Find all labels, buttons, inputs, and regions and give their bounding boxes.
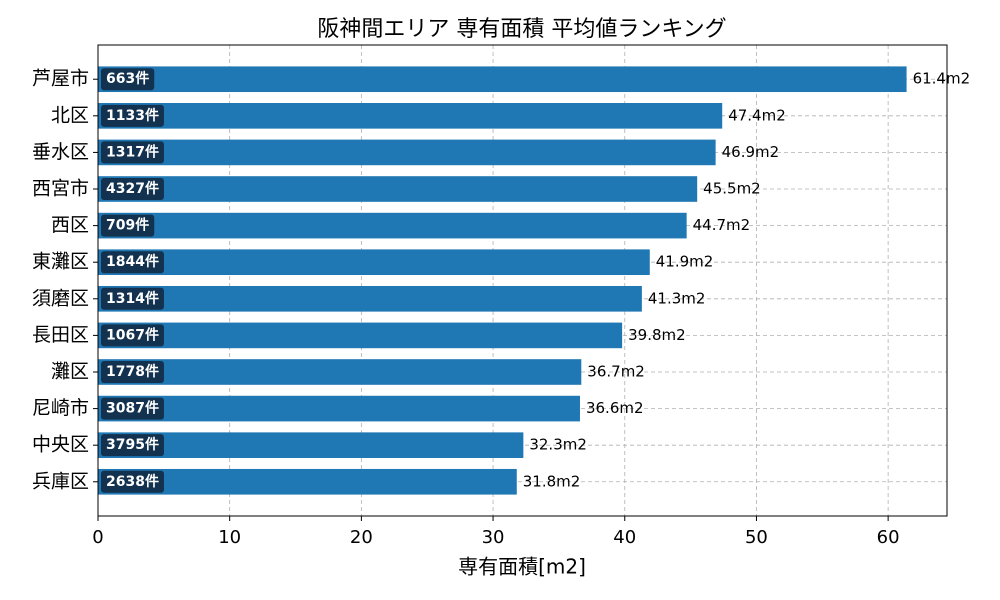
value-label: 47.4m2 [728, 106, 786, 124]
count-badge [101, 178, 164, 201]
bar [98, 285, 642, 312]
count-label: 4327件 [106, 180, 159, 197]
count-label: 3795件 [106, 436, 159, 453]
count-label: 1067件 [106, 326, 159, 343]
y-tick-label: 須磨区 [32, 287, 89, 309]
count-label: 663件 [106, 70, 149, 87]
x-tick-label: 30 [482, 527, 505, 548]
bar [98, 322, 623, 349]
chart-title: 阪神間エリア 専有面積 平均値ランキング [317, 17, 726, 42]
bar [98, 176, 698, 202]
x-tick-label: 50 [745, 527, 768, 548]
y-tick-label: 尼崎市 [32, 397, 89, 419]
y-tick-label: 灘区 [51, 360, 89, 382]
y-tick-label: 兵庫区 [32, 470, 89, 492]
y-tick-label: 東灘区 [32, 251, 89, 273]
value-label: 39.8m2 [628, 326, 686, 344]
value-label: 41.3m2 [648, 289, 706, 307]
count-badge [101, 141, 164, 164]
bar [98, 432, 524, 458]
y-tick-label: 芦屋市 [32, 68, 89, 90]
x-tick-label: 10 [218, 527, 241, 548]
value-label: 46.9m2 [722, 143, 780, 161]
bar [98, 103, 723, 129]
count-label: 1844件 [106, 253, 159, 270]
count-label: 1133件 [106, 107, 159, 124]
count-badge [101, 68, 155, 91]
count-label: 709件 [106, 217, 149, 234]
bar [98, 359, 582, 385]
y-tick-label: 垂水区 [32, 141, 89, 163]
x-tick-label: 60 [877, 527, 900, 548]
count-badge [101, 251, 164, 274]
count-badge [101, 324, 164, 347]
count-label: 1317件 [106, 143, 159, 160]
x-tick-label: 20 [350, 527, 373, 548]
count-label: 3087件 [106, 400, 159, 417]
count-badge [101, 470, 164, 493]
count-badge [101, 287, 164, 310]
count-badge [101, 104, 164, 127]
bar [98, 212, 687, 239]
value-label: 31.8m2 [523, 472, 581, 490]
y-tick-label: 中央区 [32, 434, 89, 456]
value-label: 41.9m2 [656, 253, 714, 271]
bar [98, 249, 650, 276]
bar [98, 66, 907, 93]
bar [98, 468, 517, 495]
y-tick-label: 北区 [51, 104, 89, 126]
value-label: 32.3m2 [529, 436, 587, 454]
count-badge [101, 397, 164, 420]
y-tick-label: 西区 [51, 214, 89, 236]
bar [98, 395, 580, 422]
x-tick-label: 40 [613, 527, 636, 548]
count-label: 2638件 [106, 473, 159, 490]
plot-frame [97, 44, 948, 517]
value-label: 36.6m2 [586, 399, 644, 417]
x-axis-label: 専有面積[m2] [458, 555, 586, 579]
value-label: 44.7m2 [693, 216, 751, 234]
value-label: 36.7m2 [587, 362, 645, 380]
y-tick-label: 長田区 [32, 324, 89, 346]
count-badge [101, 434, 164, 457]
count-badge [101, 360, 164, 383]
value-label: 61.4m2 [913, 70, 971, 88]
count-badge [101, 214, 155, 237]
bar [98, 139, 716, 166]
y-tick-label: 西宮市 [32, 178, 89, 200]
x-tick-label: 0 [92, 527, 103, 548]
count-label: 1778件 [106, 363, 159, 380]
count-label: 1314件 [106, 290, 159, 307]
value-label: 45.5m2 [703, 180, 761, 198]
